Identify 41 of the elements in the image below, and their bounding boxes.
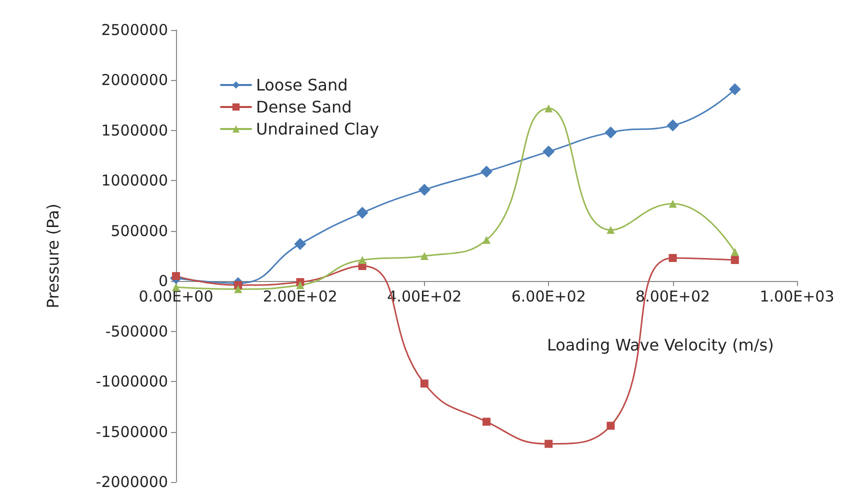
legend-label: Loose Sand: [256, 76, 348, 94]
point: [544, 440, 553, 448]
point: [480, 166, 492, 178]
y-tick-label: 500000: [110, 222, 168, 240]
point: [544, 104, 553, 112]
point: [420, 380, 428, 388]
y-tick-label: 1500000: [101, 121, 168, 140]
legend-label: Dense Sand: [256, 98, 352, 116]
x-tick-label: 2.00E+02: [262, 288, 338, 306]
x-tick-label: 6.00E+02: [511, 288, 586, 306]
point: [294, 238, 306, 250]
point: [666, 119, 679, 132]
point: [358, 256, 366, 264]
y-tick-label: 0: [158, 272, 168, 290]
point: [668, 254, 677, 262]
y-tick-label: 1000000: [101, 172, 168, 190]
y-tick-label: 2000000: [101, 71, 168, 90]
point: [730, 256, 739, 264]
point: [418, 184, 430, 196]
point: [730, 248, 739, 256]
point: [420, 252, 428, 260]
point: [234, 285, 242, 294]
legend-label: Undrained Clay: [256, 120, 379, 138]
x-tick-label: 0.00E+00: [138, 288, 214, 306]
point: [606, 226, 615, 234]
y-tick-label: -500000: [105, 322, 168, 340]
point: [482, 236, 490, 244]
y-axis-title: Pressure (Pa): [44, 204, 62, 308]
point: [542, 146, 555, 158]
point: [668, 200, 677, 208]
point: [728, 83, 741, 96]
x-tick-label: 1.00E+03: [760, 288, 834, 306]
point: [296, 281, 304, 290]
y-tick-label: -1500000: [96, 422, 168, 441]
point: [482, 418, 490, 426]
point: [604, 126, 617, 138]
point: [606, 422, 615, 430]
y-tick-label: -1000000: [96, 372, 168, 391]
point: [356, 206, 368, 219]
y-tick-label: -2000000: [96, 473, 168, 491]
y-tick-label: 2500000: [101, 21, 168, 39]
